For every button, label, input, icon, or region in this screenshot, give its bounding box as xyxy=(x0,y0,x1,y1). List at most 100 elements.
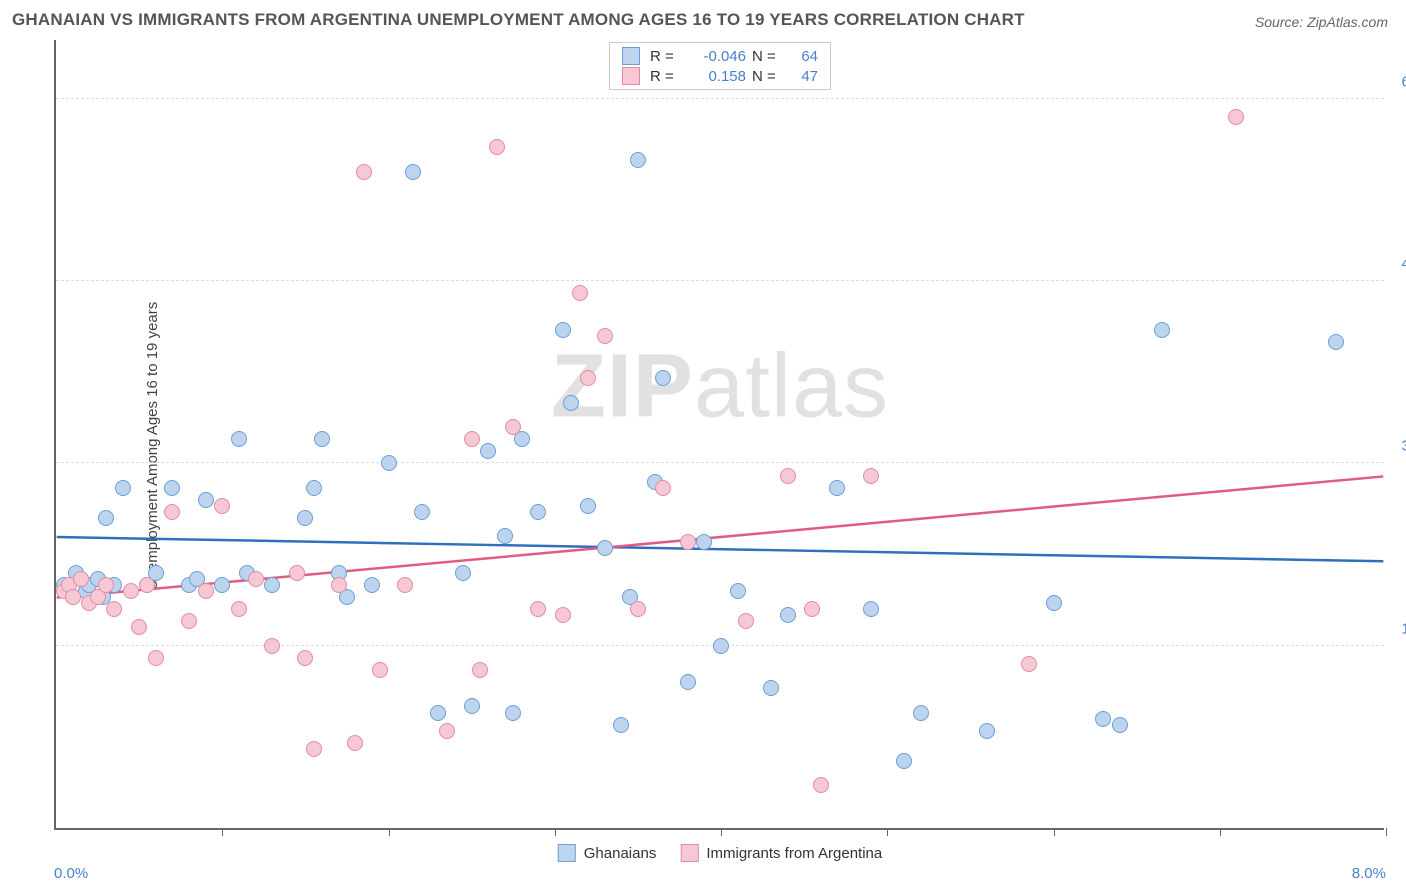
data-point xyxy=(439,723,455,739)
gridline xyxy=(56,98,1384,99)
legend-label: Immigrants from Argentina xyxy=(706,845,882,862)
data-point xyxy=(896,753,912,769)
data-point xyxy=(555,607,571,623)
data-point xyxy=(364,577,380,593)
plot-area: ZIPatlas R =-0.046N =64R =0.158N =47 Gha… xyxy=(54,40,1384,830)
data-point xyxy=(1112,717,1128,733)
data-point xyxy=(331,577,347,593)
data-point xyxy=(181,613,197,629)
y-tick-label: 15.0% xyxy=(1389,620,1406,637)
data-point xyxy=(65,589,81,605)
x-tick xyxy=(555,828,556,836)
data-point xyxy=(264,638,280,654)
x-tick xyxy=(887,828,888,836)
data-point xyxy=(289,565,305,581)
data-point xyxy=(314,431,330,447)
data-point xyxy=(214,577,230,593)
data-point xyxy=(597,328,613,344)
data-point xyxy=(680,534,696,550)
data-point xyxy=(430,705,446,721)
data-point xyxy=(297,510,313,526)
data-point xyxy=(464,698,480,714)
data-point xyxy=(405,164,421,180)
legend-swatch xyxy=(680,844,698,862)
data-point xyxy=(763,680,779,696)
data-point xyxy=(381,455,397,471)
data-point xyxy=(730,583,746,599)
data-point xyxy=(98,510,114,526)
data-point xyxy=(455,565,471,581)
data-point xyxy=(713,638,729,654)
series-legend: Ghanaians Immigrants from Argentina xyxy=(558,844,882,862)
legend-n-label: N = xyxy=(752,48,782,65)
data-point xyxy=(464,431,480,447)
data-point xyxy=(696,534,712,550)
data-point xyxy=(414,504,430,520)
trend-line xyxy=(57,537,1384,561)
x-tick xyxy=(1386,828,1387,836)
data-point xyxy=(480,443,496,459)
x-tick xyxy=(721,828,722,836)
data-point xyxy=(356,164,372,180)
x-tick xyxy=(389,828,390,836)
data-point xyxy=(613,717,629,733)
data-point xyxy=(580,498,596,514)
x-tick xyxy=(222,828,223,836)
data-point xyxy=(530,504,546,520)
data-point xyxy=(264,577,280,593)
legend-item: Immigrants from Argentina xyxy=(680,844,882,862)
data-point xyxy=(1328,334,1344,350)
legend-r-label: R = xyxy=(650,48,680,65)
data-point xyxy=(306,480,322,496)
data-point xyxy=(73,571,89,587)
data-point xyxy=(1154,322,1170,338)
data-point xyxy=(372,662,388,678)
data-point xyxy=(148,650,164,666)
data-point xyxy=(198,492,214,508)
data-point xyxy=(397,577,413,593)
data-point xyxy=(580,370,596,386)
data-point xyxy=(106,601,122,617)
data-point xyxy=(231,601,247,617)
data-point xyxy=(164,480,180,496)
legend-r-value: 0.158 xyxy=(686,68,746,85)
legend-swatch xyxy=(558,844,576,862)
legend-swatch xyxy=(622,67,640,85)
legend-swatch xyxy=(622,47,640,65)
data-point xyxy=(780,607,796,623)
data-point xyxy=(248,571,264,587)
data-point xyxy=(655,480,671,496)
data-point xyxy=(1228,109,1244,125)
data-point xyxy=(198,583,214,599)
correlation-chart: GHANAIAN VS IMMIGRANTS FROM ARGENTINA UN… xyxy=(0,0,1406,892)
data-point xyxy=(804,601,820,617)
data-point xyxy=(630,601,646,617)
legend-label: Ghanaians xyxy=(584,845,657,862)
data-point xyxy=(813,777,829,793)
data-point xyxy=(231,431,247,447)
data-point xyxy=(123,583,139,599)
data-point xyxy=(597,540,613,556)
data-point xyxy=(555,322,571,338)
data-point xyxy=(913,705,929,721)
data-point xyxy=(630,152,646,168)
data-point xyxy=(829,480,845,496)
data-point xyxy=(505,419,521,435)
data-point xyxy=(1021,656,1037,672)
y-tick-label: 60.0% xyxy=(1389,73,1406,90)
x-tick xyxy=(1054,828,1055,836)
legend-r-value: -0.046 xyxy=(686,48,746,65)
data-point xyxy=(497,528,513,544)
legend-n-value: 47 xyxy=(788,68,818,85)
legend-item: Ghanaians xyxy=(558,844,657,862)
correlation-legend: R =-0.046N =64R =0.158N =47 xyxy=(609,42,831,90)
data-point xyxy=(98,577,114,593)
data-point xyxy=(347,735,363,751)
legend-r-label: R = xyxy=(650,68,680,85)
data-point xyxy=(655,370,671,386)
data-point xyxy=(530,601,546,617)
data-point xyxy=(214,498,230,514)
data-point xyxy=(306,741,322,757)
data-point xyxy=(1046,595,1062,611)
legend-n-value: 64 xyxy=(788,48,818,65)
